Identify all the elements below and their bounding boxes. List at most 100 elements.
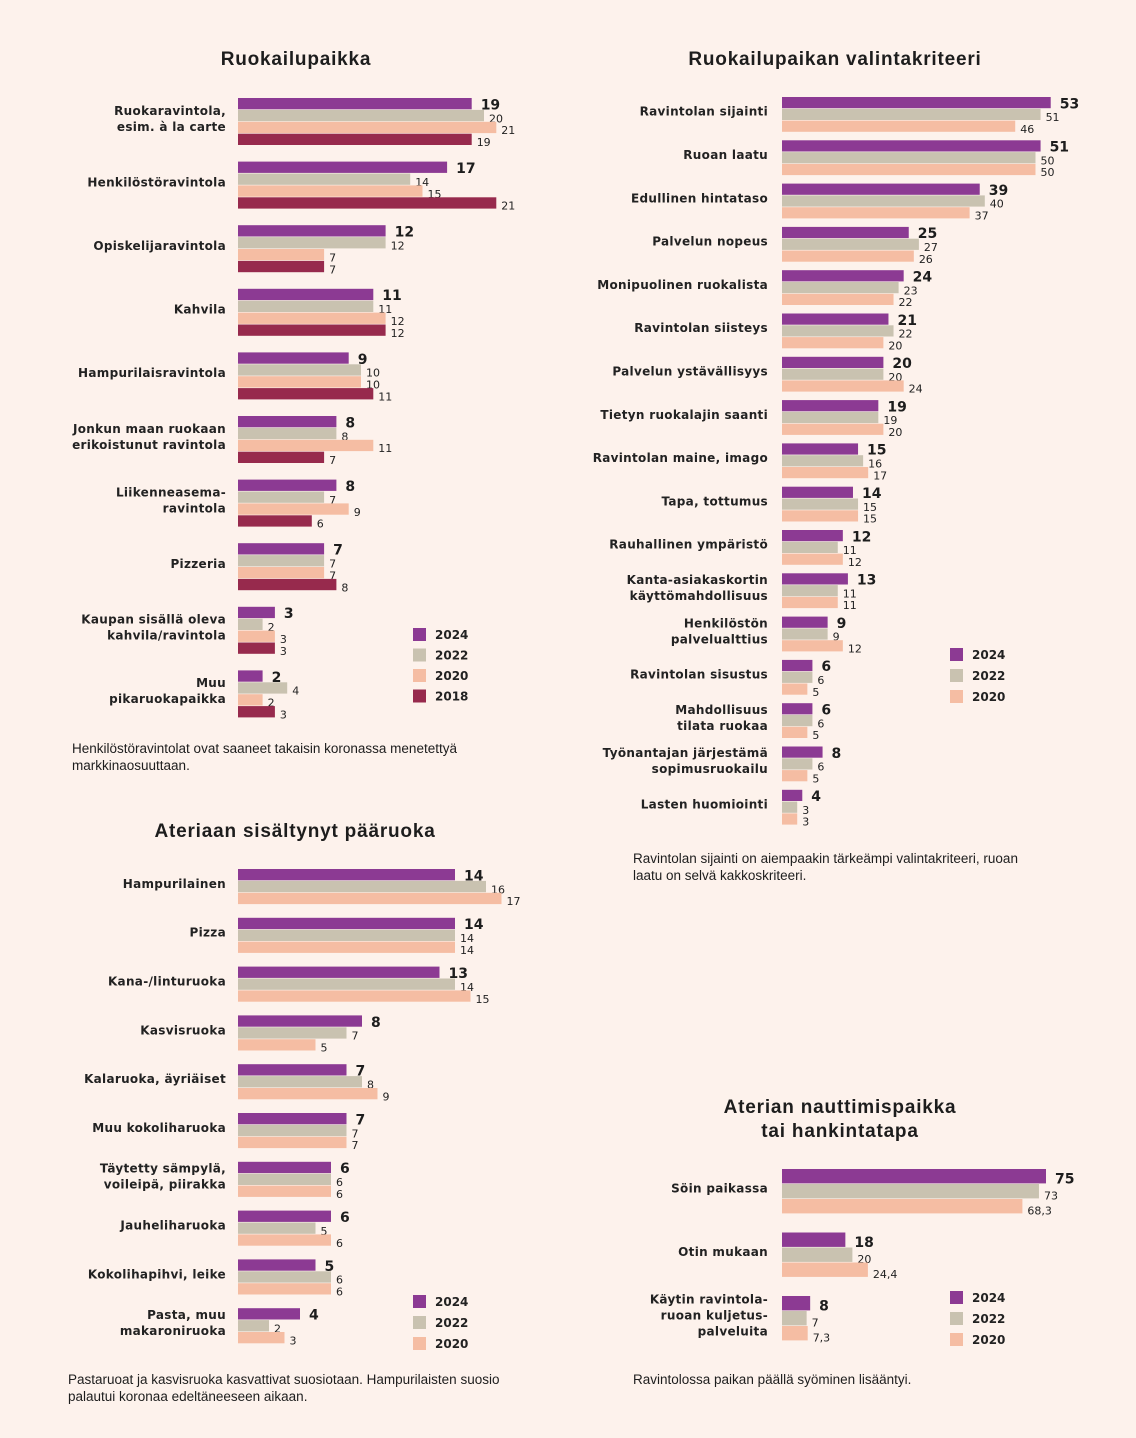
bar-2024: [238, 670, 263, 682]
value-label: 24: [909, 383, 923, 396]
value-label: 5: [812, 772, 819, 785]
bar-2022: [782, 152, 1036, 164]
category-group: Mahdollisuus tilata ruokaa 665: [675, 703, 831, 743]
value-label: 27: [924, 241, 938, 254]
value-label: 4: [292, 685, 299, 698]
bar-2020: [238, 694, 263, 706]
bar-2022: [782, 671, 813, 683]
category-group: Kaupan sisällä oleva kahvila/ravintola 323…: [81, 606, 293, 658]
value-label: 5: [812, 729, 819, 742]
category-label: Kalaruoka, äyriäiset: [84, 1072, 226, 1086]
bar-2020: [238, 567, 325, 579]
value-label: 21: [501, 124, 515, 137]
bar-2020: [238, 503, 349, 515]
bar-2024: [238, 1064, 347, 1076]
bar-2022: [238, 427, 337, 440]
value-label: 6: [336, 1286, 343, 1299]
category-label: Söin paikassa: [671, 1182, 768, 1196]
value-label: 9: [358, 352, 368, 368]
bar-2024: [238, 1113, 347, 1125]
bar-2018: [238, 451, 325, 463]
category-label: Kana-/linturuoka: [108, 974, 226, 988]
bar-2018: [238, 388, 374, 400]
category-label: Ravintolan sisustus: [630, 668, 768, 682]
value-label: 7: [812, 1317, 819, 1330]
value-label: 4: [309, 1308, 319, 1324]
legend-label: 2024: [972, 1291, 1005, 1305]
value-label: 9: [837, 616, 847, 632]
legend-label: 2022: [435, 649, 468, 663]
bar-2024: [782, 443, 859, 455]
value-label: 9: [833, 631, 840, 644]
bar-2022: [782, 108, 1041, 120]
legend-label: 2020: [972, 1333, 1005, 1347]
value-label: 26: [919, 253, 933, 266]
bar-2020: [238, 249, 325, 261]
value-label: 8: [367, 1079, 374, 1092]
value-label: 7,3: [813, 1332, 831, 1345]
value-label: 19: [477, 136, 491, 149]
bar-2022: [782, 282, 899, 294]
value-label: 8: [819, 1299, 829, 1315]
bar-2024: [238, 1015, 362, 1027]
value-label: 3: [280, 709, 287, 722]
bar-2020: [782, 337, 884, 349]
bar-2020: [782, 596, 838, 609]
bar-2024: [238, 1308, 300, 1320]
bar-2024: [238, 352, 349, 364]
category-label: Jonkun maan ruokaan erikoistunut ravintol…: [72, 422, 226, 452]
value-label: 8: [345, 479, 355, 495]
bar-2022: [782, 1184, 1039, 1199]
bar-2022: [238, 880, 486, 893]
legend-swatch: [950, 1333, 963, 1346]
bar-2024: [238, 1161, 331, 1174]
value-label: 12: [852, 529, 871, 545]
value-label: 46: [1020, 123, 1034, 136]
panel-caption: Pastaruoat ja kasvisruoka kasvattivat su…: [68, 1372, 500, 1404]
value-label: 23: [904, 284, 918, 297]
value-label: 17: [873, 469, 887, 482]
bar-2022: [238, 1222, 316, 1234]
category-label: Pasta, muu makaroniruoka: [120, 1308, 226, 1338]
panel-title: Ruokailupaikan valintakriteeri: [688, 49, 982, 70]
category-label: Henkilöstöravintola: [87, 175, 226, 189]
bar-2022: [238, 300, 374, 312]
value-label: 7: [329, 569, 336, 582]
value-label: 24,4: [873, 1268, 898, 1281]
category-label: Ravintolan sijainti: [640, 105, 768, 119]
value-label: 6: [821, 703, 831, 719]
bar-2020: [782, 380, 904, 392]
bar-2022: [782, 758, 813, 770]
legend-label: 2024: [435, 628, 468, 642]
category-label: Täytetty sämpylä, voileipä, piirakka: [100, 1162, 226, 1192]
bar-2024: [782, 1232, 846, 1247]
bar-2020: [238, 1039, 316, 1051]
value-label: 68,3: [1027, 1205, 1052, 1218]
value-label: 8: [345, 415, 355, 431]
value-label: 7: [329, 454, 336, 467]
value-label: 12: [391, 327, 405, 340]
value-label: 14: [464, 868, 484, 884]
bar-2024: [238, 161, 448, 173]
category-label: Kasvisruoka: [140, 1023, 226, 1037]
value-label: 51: [1046, 111, 1060, 124]
value-label: 7: [329, 263, 336, 276]
bar-2020: [782, 423, 884, 435]
bar-2020: [238, 185, 423, 197]
bar-2020: [238, 312, 386, 324]
panel-caption: Ravintolan sijainti on aiempaakin tärkeä…: [633, 851, 1018, 883]
bar-2024: [238, 543, 325, 555]
category-label: Kokolihapihvi, leike: [88, 1267, 226, 1281]
legend-swatch: [950, 690, 963, 703]
bar-2022: [238, 1076, 362, 1088]
bar-2022: [782, 411, 879, 424]
value-label: 4: [811, 789, 821, 805]
